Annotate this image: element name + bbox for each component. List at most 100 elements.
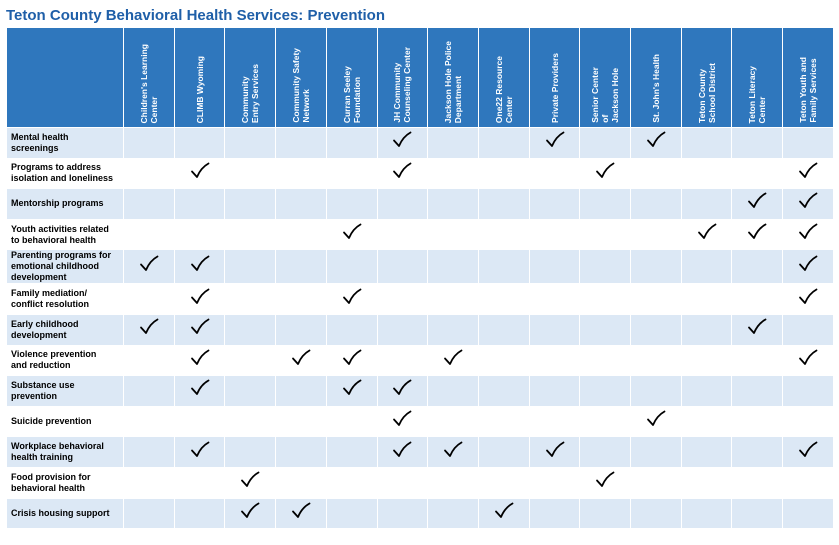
column-header-label: Children's Learning Center xyxy=(138,43,159,123)
table-cell xyxy=(376,313,429,346)
table-cell xyxy=(477,249,530,285)
checkmark-icon xyxy=(697,223,717,241)
table-cell xyxy=(680,188,733,220)
table-cell xyxy=(579,157,632,190)
checkmark-icon xyxy=(798,349,818,367)
table-cell xyxy=(630,375,682,407)
row-label: Youth activities related to behavioral h… xyxy=(5,218,125,251)
table-cell xyxy=(173,344,226,377)
checkmark-icon xyxy=(798,441,818,459)
table-cell xyxy=(123,218,175,251)
table-cell xyxy=(731,313,784,346)
row-label: Substance use prevention xyxy=(5,375,125,407)
checkmark-icon xyxy=(291,502,311,520)
column-header-label: Teton County School District xyxy=(696,63,717,123)
checkmark-icon xyxy=(747,223,767,241)
table-row: Youth activities related to behavioral h… xyxy=(5,218,834,251)
table-cell xyxy=(579,188,632,220)
table-cell xyxy=(224,127,277,159)
table-cell xyxy=(325,375,378,407)
table-cell xyxy=(477,157,530,190)
table-cell xyxy=(123,313,175,346)
table-cell xyxy=(782,405,834,438)
table-cell xyxy=(731,344,784,377)
table-cell xyxy=(224,188,277,220)
column-header-label: Senior Center of Jackson Hole xyxy=(590,67,621,123)
table-cell xyxy=(731,249,784,285)
table-row: Substance use prevention xyxy=(5,375,834,407)
checkmark-icon xyxy=(190,379,210,397)
table-cell xyxy=(275,283,327,315)
checkmark-icon xyxy=(190,318,210,336)
table-cell xyxy=(630,344,682,377)
table-cell xyxy=(680,466,733,499)
table-cell xyxy=(173,466,226,499)
table-cell xyxy=(224,283,277,315)
table-cell xyxy=(275,188,327,220)
row-label: Mentorship programs xyxy=(5,188,125,220)
table-cell xyxy=(731,283,784,315)
checkmark-icon xyxy=(646,131,666,149)
row-label: Programs to address isolation and loneli… xyxy=(5,157,125,190)
table-cell xyxy=(630,405,682,438)
table-cell xyxy=(173,405,226,438)
table-cell xyxy=(427,249,479,285)
row-label: Early childhood development xyxy=(5,313,125,346)
table-row: Mental health screenings xyxy=(5,127,834,159)
table-cell xyxy=(123,497,175,530)
table-cell xyxy=(528,344,581,377)
row-label: Suicide prevention xyxy=(5,405,125,438)
table-cell xyxy=(173,218,226,251)
checkmark-icon xyxy=(392,379,412,397)
table-cell xyxy=(528,249,581,285)
matrix-body: Mental health screenings Programs to addr… xyxy=(5,127,834,530)
table-cell xyxy=(376,344,429,377)
table-cell xyxy=(579,405,632,438)
table-cell xyxy=(123,283,175,315)
page-title: Teton County Behavioral Health Services:… xyxy=(6,7,385,24)
table-cell xyxy=(123,375,175,407)
table-cell xyxy=(173,188,226,220)
column-header-label: Jackson Hole Police Department xyxy=(443,40,464,123)
table-cell xyxy=(579,466,632,499)
checkmark-icon xyxy=(291,349,311,367)
table-cell xyxy=(173,249,226,285)
table-cell xyxy=(173,127,226,159)
table-cell xyxy=(477,436,530,468)
table-cell xyxy=(680,283,733,315)
checkmark-icon xyxy=(595,162,615,180)
table-row: Mentorship programs xyxy=(5,188,834,220)
table-cell xyxy=(680,344,733,377)
column-header-label: Community Safety Network xyxy=(291,48,311,123)
table-cell xyxy=(123,127,175,159)
table-cell xyxy=(173,313,226,346)
table-cell xyxy=(579,497,632,530)
checkmark-icon xyxy=(595,471,615,489)
header-row: Children's Learning Center CLIMB Wyoming C… xyxy=(5,27,834,128)
checkmark-icon xyxy=(190,162,210,180)
table-cell xyxy=(477,344,530,377)
checkmark-icon xyxy=(747,318,767,336)
table-cell xyxy=(528,127,581,159)
table-row: Suicide prevention xyxy=(5,405,834,438)
table-cell xyxy=(782,249,834,285)
checkmark-icon xyxy=(392,162,412,180)
table-cell xyxy=(630,497,682,530)
checkmark-icon xyxy=(139,255,159,273)
column-header-label: Private Providers xyxy=(549,53,560,123)
table-cell xyxy=(325,436,378,468)
table-cell xyxy=(325,283,378,315)
table-cell xyxy=(782,127,834,159)
table-cell xyxy=(477,313,530,346)
table-cell xyxy=(275,344,327,377)
table-cell xyxy=(427,157,479,190)
table-cell xyxy=(528,313,581,346)
table-cell xyxy=(731,127,784,159)
checkmark-icon xyxy=(240,471,260,489)
table-cell xyxy=(579,436,632,468)
table-cell xyxy=(376,188,429,220)
table-cell xyxy=(731,157,784,190)
table-cell xyxy=(427,436,479,468)
column-header-label: One22 Resource Center xyxy=(493,55,514,123)
table-cell xyxy=(123,466,175,499)
